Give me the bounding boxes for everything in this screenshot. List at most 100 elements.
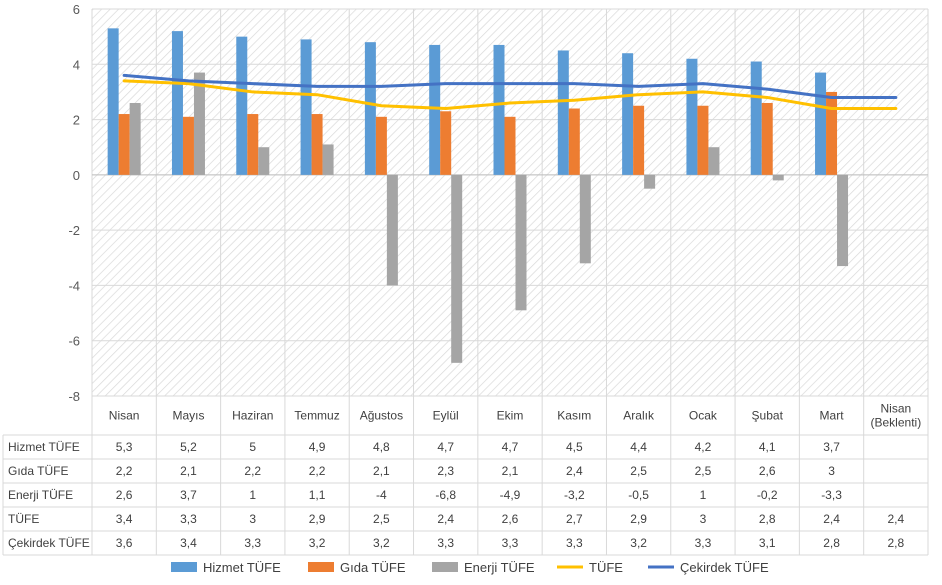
table-value: 1 bbox=[249, 488, 256, 502]
category-label: Mayıs bbox=[172, 409, 204, 423]
bar bbox=[300, 39, 312, 175]
table-value: -0,5 bbox=[628, 488, 649, 502]
legend-label: Hizmet TÜFE bbox=[203, 560, 281, 575]
gridlines bbox=[91, 8, 929, 397]
table-value: 3 bbox=[249, 512, 256, 526]
table-value: -3,2 bbox=[564, 488, 585, 502]
table-value: 3,3 bbox=[566, 536, 583, 550]
bar bbox=[579, 174, 591, 264]
bar bbox=[107, 28, 119, 175]
y-tick-label: -4 bbox=[68, 278, 80, 293]
bar bbox=[322, 144, 334, 175]
y-tick-label: 4 bbox=[73, 57, 80, 72]
table-value: 4,9 bbox=[309, 440, 326, 454]
bar bbox=[247, 114, 259, 175]
table-value: 3,3 bbox=[695, 536, 712, 550]
table-value: 2,9 bbox=[309, 512, 326, 526]
table-value: -4 bbox=[376, 488, 387, 502]
y-tick-label: 0 bbox=[73, 168, 80, 183]
bar bbox=[386, 174, 398, 286]
legend-swatch bbox=[308, 562, 334, 572]
table-value: 2,4 bbox=[566, 464, 583, 478]
table-value: -0,2 bbox=[757, 488, 778, 502]
table-value: 2,8 bbox=[759, 512, 776, 526]
bar bbox=[622, 53, 634, 175]
bar bbox=[708, 147, 720, 175]
bar bbox=[311, 114, 323, 175]
bar bbox=[750, 61, 762, 175]
bar bbox=[772, 174, 784, 181]
table-value: 1,1 bbox=[309, 488, 326, 502]
table-value: 3,3 bbox=[180, 512, 197, 526]
bar bbox=[633, 105, 645, 175]
table-value: 3,3 bbox=[437, 536, 454, 550]
series-line bbox=[122, 79, 898, 111]
table-value: 3 bbox=[700, 512, 707, 526]
y-tick-label: 2 bbox=[73, 113, 80, 128]
legend-label: TÜFE bbox=[589, 560, 623, 575]
table-value: 3,7 bbox=[180, 488, 197, 502]
category-label: Haziran bbox=[232, 409, 273, 423]
bar bbox=[697, 105, 709, 175]
category-label: Temmuz bbox=[294, 409, 339, 423]
data-table: Nisan Mayıs Haziran Temmuz Ağustos Eylül Ekim K… bbox=[2, 395, 929, 556]
table-value: 2,5 bbox=[695, 464, 712, 478]
table-value: 3,6 bbox=[116, 536, 133, 550]
bar bbox=[236, 36, 248, 175]
table-value: 2,8 bbox=[823, 536, 840, 550]
bar bbox=[129, 102, 141, 175]
y-tick-label: -2 bbox=[68, 223, 80, 238]
table-value: 4,5 bbox=[566, 440, 583, 454]
table-value: 2,4 bbox=[888, 512, 905, 526]
table-value: 2,6 bbox=[502, 512, 519, 526]
table-value: 2,7 bbox=[566, 512, 583, 526]
bar bbox=[429, 44, 441, 175]
bar bbox=[837, 174, 849, 267]
category-label: Eylül bbox=[433, 409, 459, 423]
bar bbox=[826, 91, 838, 175]
table-value: 5,3 bbox=[116, 440, 133, 454]
table-value: 3,4 bbox=[116, 512, 133, 526]
table-value: -3,3 bbox=[821, 488, 842, 502]
bar bbox=[493, 44, 505, 175]
category-label: Nisan bbox=[881, 402, 912, 416]
bar bbox=[451, 174, 463, 363]
table-value: 2,6 bbox=[759, 464, 776, 478]
table-value: 3,2 bbox=[630, 536, 647, 550]
category-label: Kasım bbox=[557, 409, 591, 423]
table-value: 4,1 bbox=[759, 440, 776, 454]
bar bbox=[815, 72, 827, 175]
table-value: 3,7 bbox=[823, 440, 840, 454]
bar bbox=[375, 116, 387, 175]
table-value: 2,1 bbox=[502, 464, 519, 478]
bar bbox=[258, 147, 270, 175]
legend-swatch bbox=[171, 562, 197, 572]
table-value: 2,1 bbox=[180, 464, 197, 478]
table-value: 2,4 bbox=[823, 512, 840, 526]
table-value: 5,2 bbox=[180, 440, 197, 454]
table-value: 4,7 bbox=[502, 440, 519, 454]
bar bbox=[761, 102, 773, 175]
table-value: 3,2 bbox=[309, 536, 326, 550]
y-tick-label: -8 bbox=[68, 389, 80, 404]
table-value: 2,4 bbox=[437, 512, 454, 526]
legend-label: Gıda TÜFE bbox=[340, 560, 406, 575]
row-label: Gıda TÜFE bbox=[8, 464, 68, 478]
legend: Hizmet TÜFE Gıda TÜFE Enerji TÜFE TÜFE Çekir… bbox=[171, 560, 769, 575]
table-value: 2,3 bbox=[437, 464, 454, 478]
y-tick-label: 6 bbox=[73, 2, 80, 17]
bar bbox=[182, 116, 194, 175]
table-value: 4,2 bbox=[695, 440, 712, 454]
table-value: 3,3 bbox=[502, 536, 519, 550]
series-line bbox=[122, 73, 898, 99]
table-value: 5 bbox=[249, 440, 256, 454]
table-value: 2,2 bbox=[116, 464, 133, 478]
bar bbox=[686, 58, 698, 175]
row-label: TÜFE bbox=[8, 512, 39, 526]
table-value: 3,3 bbox=[244, 536, 261, 550]
table-value: 4,4 bbox=[630, 440, 647, 454]
bar bbox=[568, 108, 580, 175]
row-label: Hizmet TÜFE bbox=[8, 440, 80, 454]
table-value: 2,2 bbox=[244, 464, 261, 478]
